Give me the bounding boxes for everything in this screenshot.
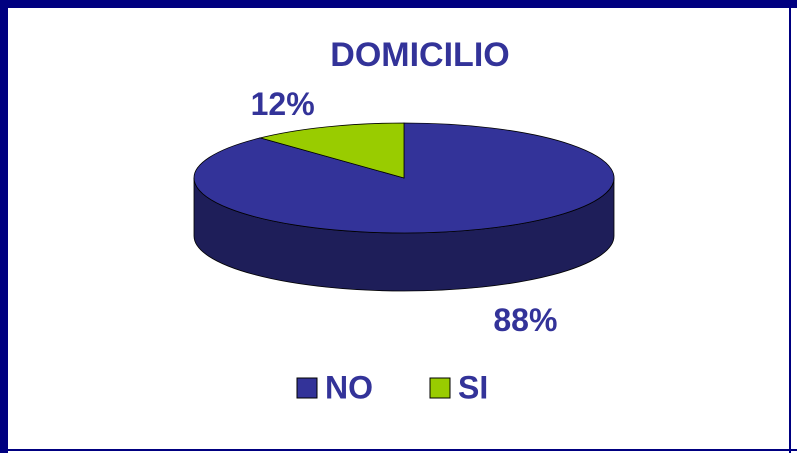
legend-label: NO xyxy=(325,369,373,405)
data-label: 12% xyxy=(251,86,315,122)
legend-label: SI xyxy=(458,369,488,405)
frame-bottom xyxy=(0,449,797,451)
frame-right xyxy=(789,0,791,453)
frame-top xyxy=(0,0,797,8)
legend-swatch xyxy=(296,377,318,399)
chart-title: DOMICILIO xyxy=(330,36,509,74)
data-label: 88% xyxy=(493,302,557,338)
frame-left xyxy=(0,0,8,453)
legend-swatch xyxy=(429,377,451,399)
pie-slice xyxy=(258,122,405,179)
